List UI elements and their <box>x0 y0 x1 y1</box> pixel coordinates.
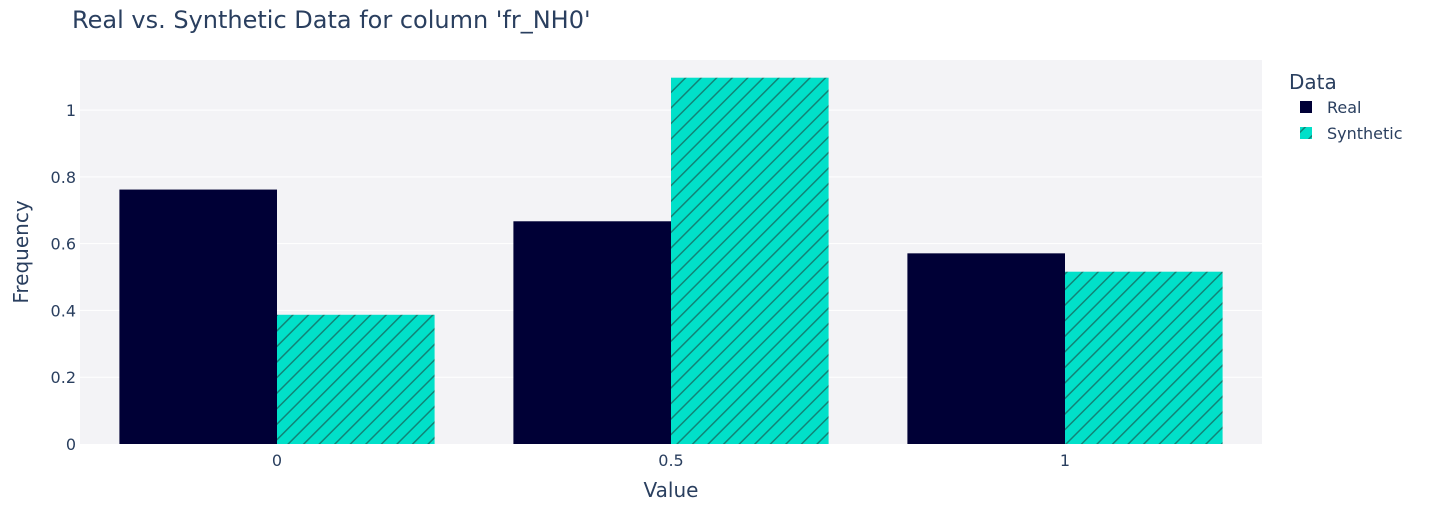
y-tick-label: 0.4 <box>51 301 76 320</box>
y-tick-label: 0 <box>66 435 76 454</box>
bar-synthetic-0.5 <box>671 78 829 444</box>
legend-swatch-synthetic <box>1300 127 1312 139</box>
x-tick-label: 0.5 <box>658 451 683 470</box>
y-tick-label: 0.6 <box>51 235 76 254</box>
legend: Data Real Synthetic <box>1289 70 1403 143</box>
chart-title: Real vs. Synthetic Data for column 'fr_N… <box>72 6 591 34</box>
bar-synthetic-1 <box>1065 272 1223 444</box>
legend-swatch-real <box>1300 101 1312 113</box>
bar-real-0.5 <box>513 221 671 444</box>
x-tick-label: 1 <box>1060 451 1070 470</box>
legend-title: Data <box>1289 70 1337 94</box>
x-axis-title: Value <box>644 478 699 502</box>
legend-label-synthetic: Synthetic <box>1327 124 1403 143</box>
y-tick-label: 0.8 <box>51 168 76 187</box>
plot-area: 0 0.2 0.4 0.6 0.8 1 0 0.5 1 <box>51 60 1262 470</box>
bar-real-1 <box>907 253 1065 444</box>
y-tick-label: 1 <box>66 101 76 120</box>
y-tick-label: 0.2 <box>51 368 76 387</box>
y-axis-title: Frequency <box>9 200 33 303</box>
legend-label-real: Real <box>1327 98 1362 117</box>
bar-synthetic-0 <box>277 315 435 444</box>
bar-real-0 <box>119 190 277 444</box>
x-tick-label: 0 <box>272 451 282 470</box>
